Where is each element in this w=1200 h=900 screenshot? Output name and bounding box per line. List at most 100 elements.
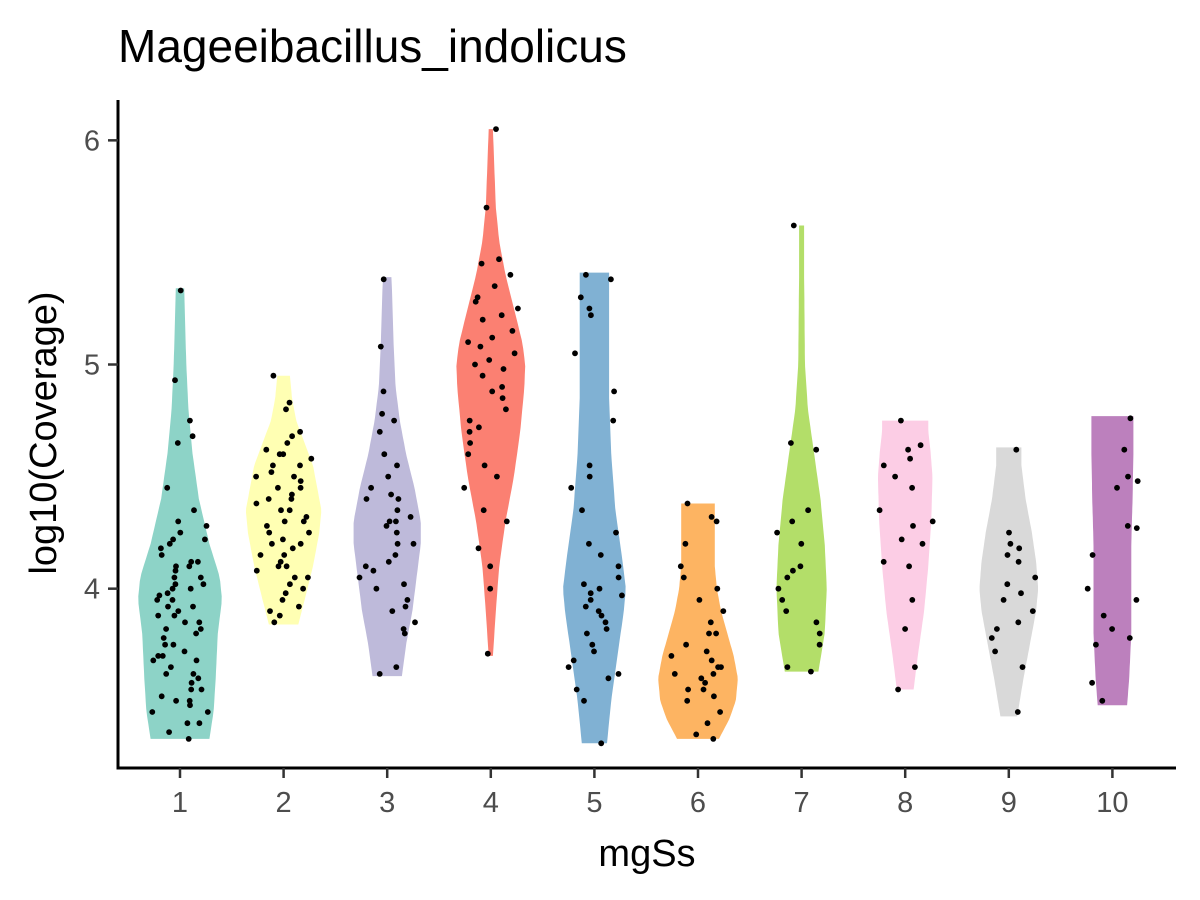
point-3-4 <box>412 619 418 626</box>
point-5-31 <box>577 294 584 301</box>
violin-5 <box>563 272 626 744</box>
point-10-6 <box>1084 585 1091 592</box>
point-7-15 <box>813 446 820 453</box>
point-9-4 <box>1015 619 1022 626</box>
point-8-15 <box>898 417 904 424</box>
point-2-31 <box>263 446 270 453</box>
point-5-26 <box>610 417 617 424</box>
y-tick-label-5: 5 <box>84 350 100 382</box>
point-1-37 <box>175 518 182 525</box>
point-4-20 <box>477 343 484 350</box>
point-7-11 <box>798 540 805 547</box>
point-1-47 <box>155 653 162 659</box>
point-4-32 <box>493 126 499 132</box>
point-1-6 <box>158 693 165 700</box>
point-4-1 <box>487 585 494 592</box>
point-2-19 <box>303 514 310 520</box>
point-4-16 <box>479 372 486 379</box>
point-2-28 <box>297 462 303 469</box>
point-7-1 <box>784 664 791 670</box>
point-10-12 <box>1125 473 1131 480</box>
x-tick-label-10: 10 <box>1096 787 1128 819</box>
point-1-33 <box>166 540 173 547</box>
point-6-3 <box>717 709 723 715</box>
point-1-45 <box>196 720 203 727</box>
point-3-11 <box>392 552 399 558</box>
point-5-20 <box>586 540 592 547</box>
point-9-2 <box>992 648 998 655</box>
point-1-40 <box>174 440 181 446</box>
point-1-13 <box>159 653 166 659</box>
point-3-23 <box>376 428 383 435</box>
point-10-13 <box>1121 446 1128 453</box>
point-2-45 <box>265 496 272 502</box>
point-6-13 <box>703 648 710 655</box>
point-1-42 <box>187 417 193 424</box>
point-1-10 <box>190 671 197 677</box>
point-5-0 <box>598 740 605 747</box>
point-9-6 <box>1000 597 1007 603</box>
point-2-10 <box>283 563 290 570</box>
point-3-22 <box>381 451 388 458</box>
point-3-25 <box>379 410 385 417</box>
point-7-7 <box>775 585 782 592</box>
point-1-49 <box>154 597 161 603</box>
point-1-9 <box>195 675 202 682</box>
point-2-47 <box>275 563 282 570</box>
point-1-64 <box>165 603 171 610</box>
point-1-60 <box>163 626 170 632</box>
point-2-24 <box>275 484 281 491</box>
point-1-26 <box>200 581 207 588</box>
point-4-30 <box>496 256 502 263</box>
point-2-9 <box>253 567 260 574</box>
point-8-17 <box>929 518 936 525</box>
point-4-3 <box>475 545 482 552</box>
point-7-14 <box>805 507 811 514</box>
point-5-30 <box>586 305 593 312</box>
point-4-0 <box>484 650 491 657</box>
point-2-12 <box>281 552 288 558</box>
x-tick-label-2: 2 <box>276 787 292 819</box>
point-3-10 <box>385 558 392 565</box>
point-9-0 <box>1014 709 1021 715</box>
point-6-15 <box>713 630 719 637</box>
point-2-34 <box>297 428 303 435</box>
point-2-26 <box>291 473 297 480</box>
point-2-36 <box>286 399 293 406</box>
point-5-28 <box>572 350 578 357</box>
point-1-46 <box>188 686 195 693</box>
point-1-7 <box>198 686 205 693</box>
point-5-22 <box>579 507 585 514</box>
point-5-1 <box>581 697 587 704</box>
point-7-8 <box>784 574 791 581</box>
point-1-36 <box>203 523 210 529</box>
x-ticks: 1 2 3 4 5 6 7 8 9 10 <box>172 768 1129 819</box>
x-tick-label-1: 1 <box>172 787 188 819</box>
point-3-3 <box>400 626 407 632</box>
point-1-17 <box>193 630 200 637</box>
point-8-4 <box>906 563 912 570</box>
point-5-17 <box>615 574 622 581</box>
point-3-5 <box>389 608 396 614</box>
point-7-16 <box>788 440 794 446</box>
point-5-14 <box>587 590 594 597</box>
point-2-3 <box>296 603 302 610</box>
point-2-5 <box>282 590 289 597</box>
point-10-10 <box>1114 484 1120 491</box>
point-6-11 <box>708 657 715 664</box>
point-1-52 <box>188 558 195 565</box>
point-5-7 <box>589 641 596 648</box>
point-1-25 <box>169 585 176 592</box>
point-5-24 <box>586 473 593 480</box>
point-3-27 <box>377 343 384 350</box>
point-2-40 <box>266 529 273 536</box>
point-2-4 <box>279 597 286 603</box>
point-7-0 <box>808 668 814 675</box>
point-2-43 <box>270 462 276 469</box>
point-5-3 <box>605 675 612 682</box>
point-6-19 <box>714 585 721 592</box>
x-tick-label-8: 8 <box>897 787 913 819</box>
point-1-4 <box>187 702 193 709</box>
point-6-8 <box>698 675 705 682</box>
point-2-33 <box>289 433 295 440</box>
